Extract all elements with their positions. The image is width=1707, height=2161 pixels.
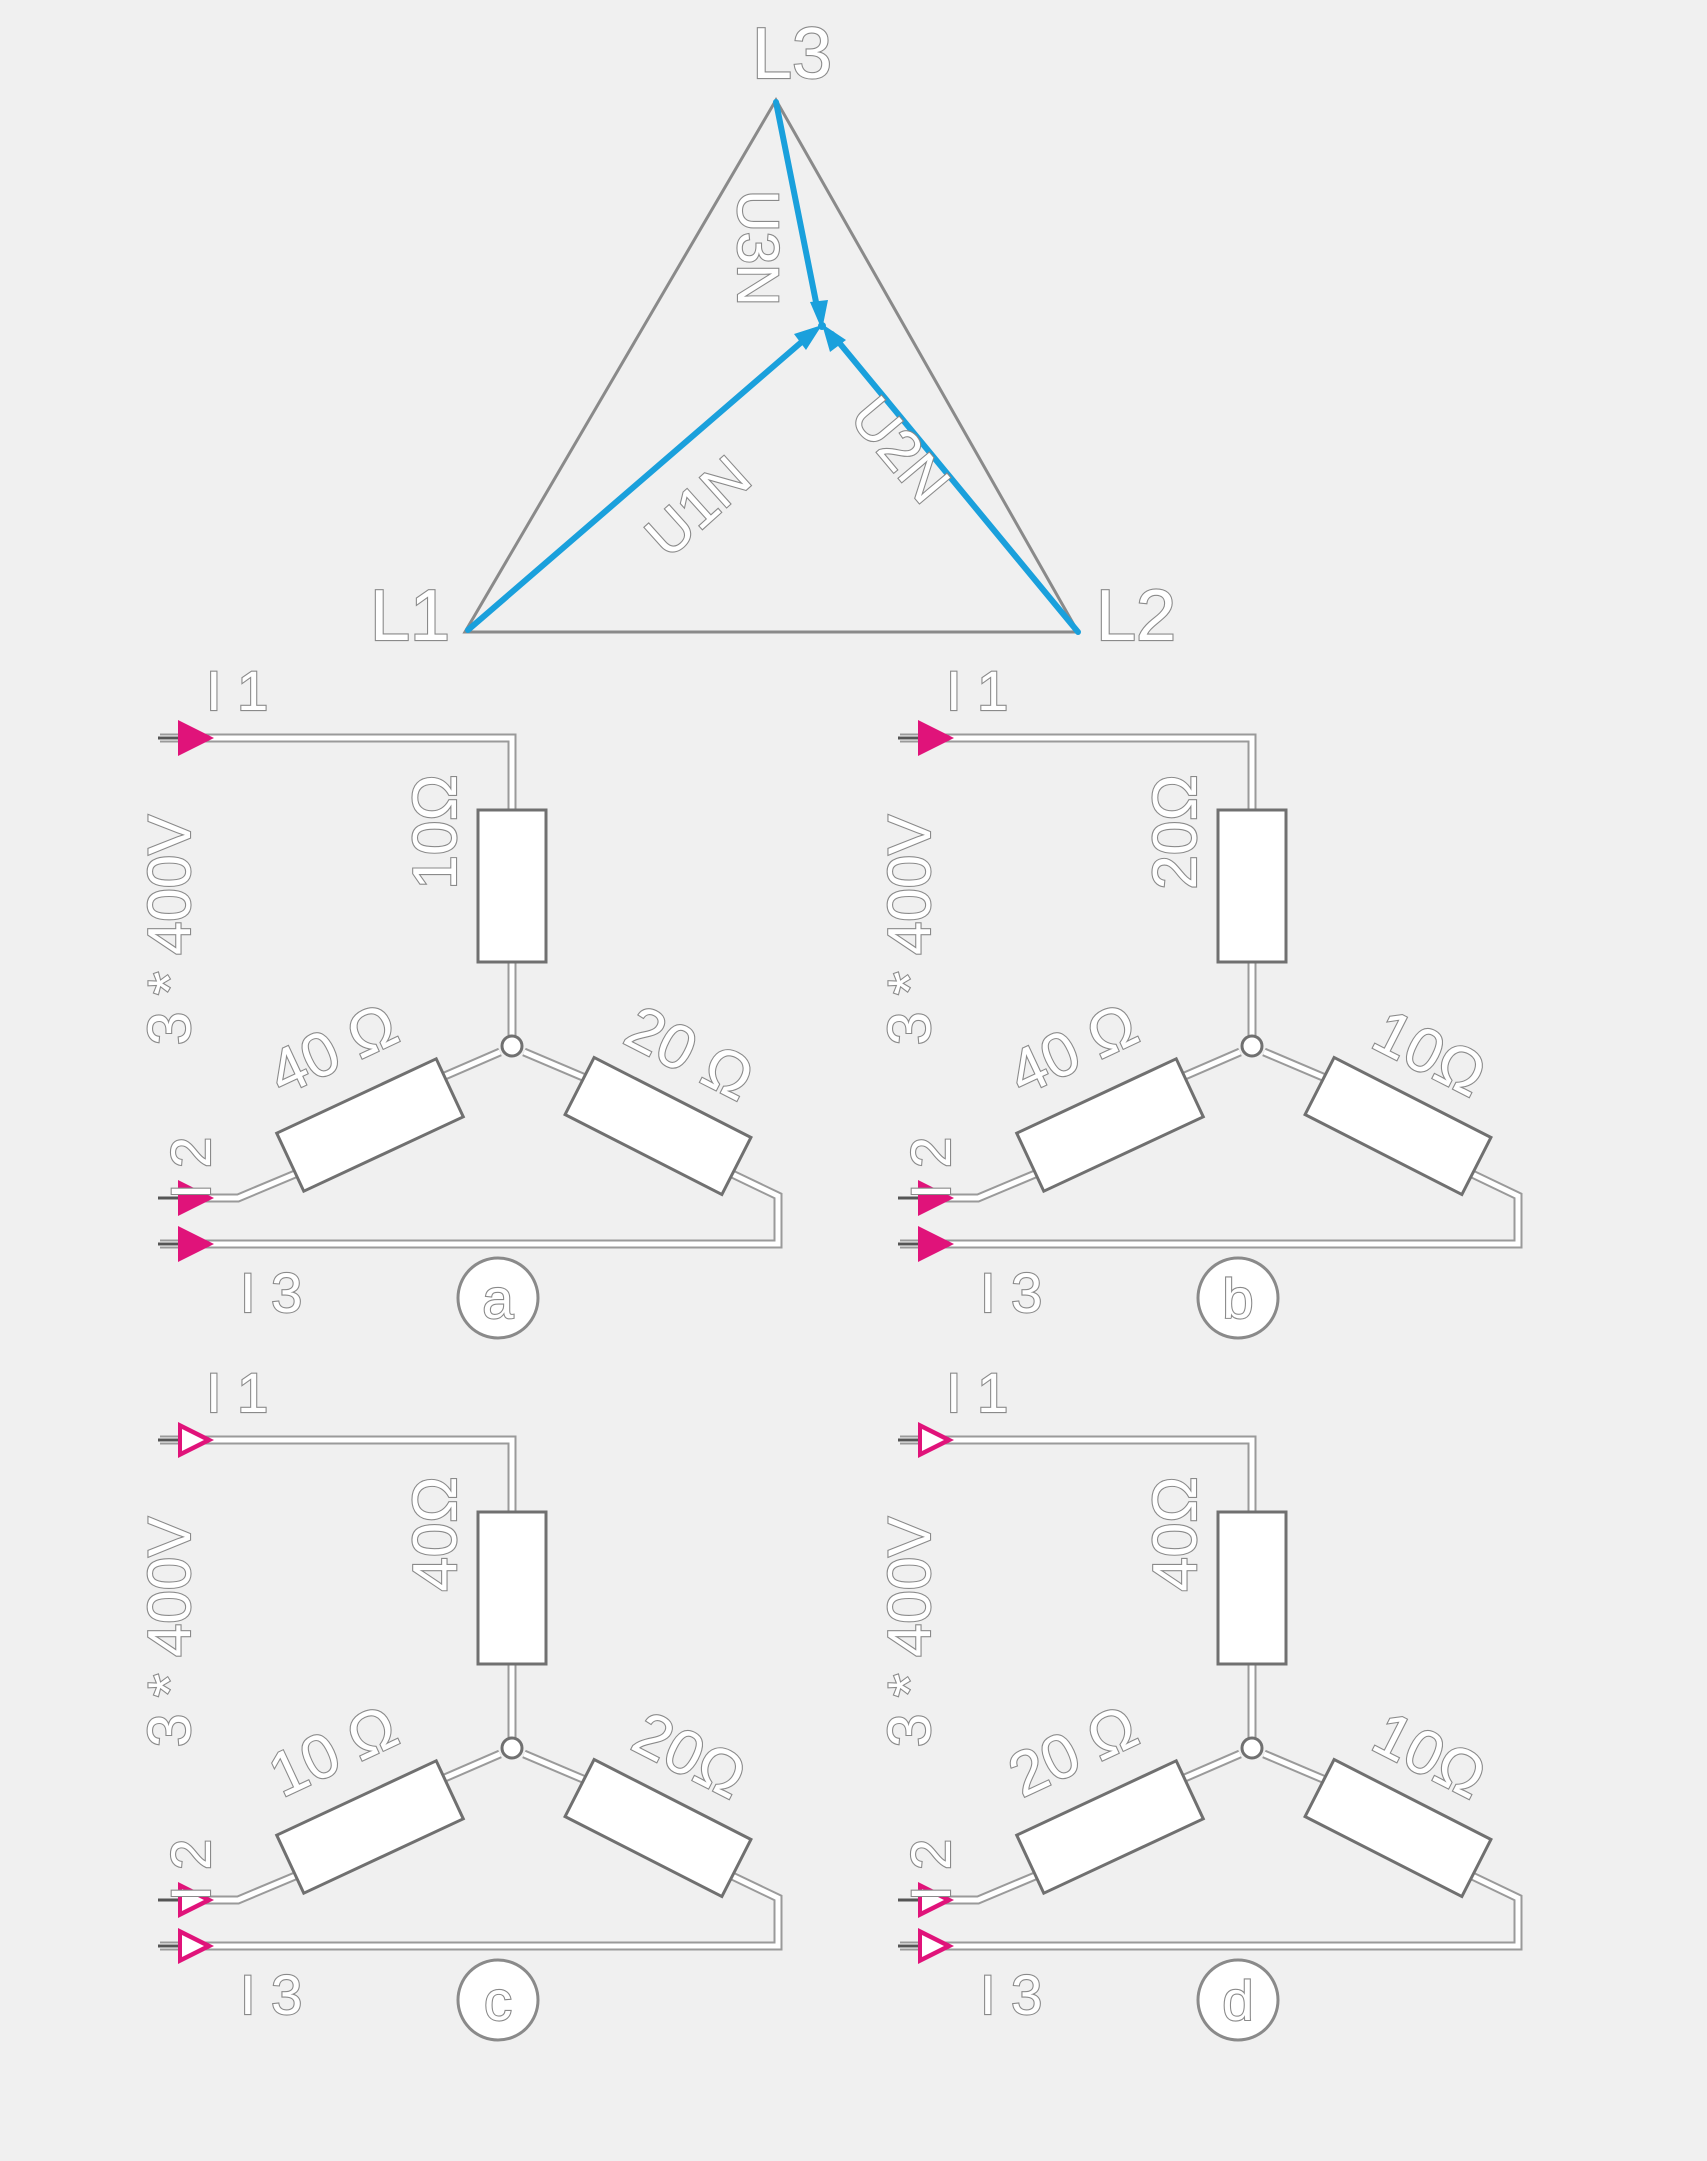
current-label-i3: I 3 xyxy=(980,1963,1042,2026)
label-l3: L3 xyxy=(752,14,832,94)
current-label-i3: I 3 xyxy=(980,1261,1042,1324)
wire-node-to-left xyxy=(1179,1049,1241,1081)
wire-node-to-right xyxy=(523,1751,591,1785)
current-arrow-i2-hollow-center xyxy=(922,1889,944,1911)
resistor-right xyxy=(1303,1757,1493,1899)
phasor-diagram: L3 L1 L2 U1N U2N U3N xyxy=(369,13,1177,657)
current-arrow-i1 xyxy=(918,720,954,756)
resistor-top-value: 20Ω xyxy=(1141,774,1210,889)
star-node xyxy=(1240,1034,1264,1058)
star-node xyxy=(500,1034,524,1058)
current-label-i3: I 3 xyxy=(240,1963,302,2026)
current-arrow-i3-hollow-center xyxy=(922,1935,944,1957)
current-label-i3: I 3 xyxy=(240,1261,302,1324)
current-arrow-i3 xyxy=(918,1226,954,1262)
current-label-i1: I 1 xyxy=(946,1361,1008,1424)
resistor-right xyxy=(563,1055,753,1197)
current-arrow-i1-hollow-center xyxy=(182,1429,204,1451)
resistor-right xyxy=(563,1757,753,1899)
resistor-left xyxy=(274,1758,466,1896)
wire-right-to-l3-edge xyxy=(900,1167,1523,1249)
supply-voltage-label: 3 * 400V xyxy=(876,815,943,1045)
resistor-top xyxy=(1216,808,1288,964)
wire-right-to-l3-edge xyxy=(160,1869,783,1951)
wire-right-to-l3 xyxy=(900,1169,1521,1247)
circuit-label-circle xyxy=(456,1256,540,1340)
current-arrow-i1-hollow-center xyxy=(922,1429,944,1451)
wire-node-to-left xyxy=(439,1751,501,1783)
label-l2: L2 xyxy=(1096,576,1176,656)
label-u2n: U2N xyxy=(838,385,962,516)
wire-l1-to-top xyxy=(900,735,1255,810)
resistor-left xyxy=(1014,1056,1206,1194)
resistor-left xyxy=(1014,1758,1206,1896)
label-l1: L1 xyxy=(370,576,450,656)
phasor-u3n-line xyxy=(773,99,821,315)
resistor-left xyxy=(274,1056,466,1194)
phasor-u1n-arrowhead xyxy=(794,325,822,350)
circuit-label: b xyxy=(1222,1267,1253,1330)
wire-right-to-l3-edge xyxy=(900,1869,1523,1951)
supply-voltage-label: 3 * 400V xyxy=(136,815,203,1045)
circuit-label-circle xyxy=(456,1958,540,2042)
resistor-top xyxy=(1216,1510,1288,1666)
current-label-i2: I 2 xyxy=(899,1137,962,1199)
circuit-label: d xyxy=(1222,1969,1253,2032)
resistor-top xyxy=(476,808,548,964)
star-node xyxy=(1240,1736,1264,1760)
current-arrow-i2 xyxy=(918,1180,954,1216)
current-label-i1: I 1 xyxy=(946,659,1008,722)
label-u1n: U1N xyxy=(633,444,763,570)
circuit-label: c xyxy=(484,1969,512,2032)
wire-node-to-right xyxy=(1263,1751,1331,1785)
phasor-u2n-arrowhead xyxy=(822,324,846,352)
current-arrow-i1 xyxy=(178,720,214,756)
wire-right-to-l3 xyxy=(900,1871,1521,1949)
current-label-i2: I 2 xyxy=(899,1839,962,1901)
label-u3n: U3N xyxy=(725,190,790,306)
current-label-i1: I 1 xyxy=(206,1361,268,1424)
neutral-point xyxy=(818,322,826,330)
wire-right-to-l3-edge xyxy=(160,1167,783,1249)
current-label-i2: I 2 xyxy=(159,1839,222,1901)
supply-voltage-label: 3 * 400V xyxy=(136,1517,203,1747)
current-arrow-i2-hollow-center xyxy=(182,1889,204,1911)
wire-node-to-right xyxy=(1263,1049,1331,1083)
wire-node-to-right xyxy=(523,1049,591,1083)
phase-triangle xyxy=(462,96,1081,634)
supply-voltage-label: 3 * 400V xyxy=(876,1517,943,1747)
current-arrow-i2 xyxy=(178,1180,214,1216)
current-label-i2: I 2 xyxy=(159,1137,222,1199)
resistor-top-value: 40Ω xyxy=(1141,1476,1210,1591)
phasor-u2n-line xyxy=(829,331,1081,635)
current-arrow-i3-hollow-center xyxy=(182,1935,204,1957)
resistor-right xyxy=(1303,1055,1493,1197)
resistor-top-value: 10Ω xyxy=(401,774,470,889)
wire-l1-to-top xyxy=(160,1437,515,1512)
current-label-i1: I 1 xyxy=(206,659,268,722)
star-node xyxy=(500,1736,524,1760)
wire-l1-to-top xyxy=(160,735,515,810)
circuit-label-circle xyxy=(1196,1256,1280,1340)
wire-l1-to-top xyxy=(900,1437,1255,1512)
resistor-top-value: 40Ω xyxy=(401,1476,470,1591)
wire-node-to-left xyxy=(1179,1751,1241,1783)
wire-node-to-left xyxy=(439,1049,501,1081)
phasor-u1n-line xyxy=(465,330,815,633)
resistor-top xyxy=(476,1510,548,1666)
wire-right-to-l3 xyxy=(160,1871,781,1949)
wire-right-to-l3 xyxy=(160,1169,781,1247)
current-arrow-i3 xyxy=(178,1226,214,1262)
circuit-label: a xyxy=(482,1267,514,1330)
circuit-label-circle xyxy=(1196,1958,1280,2042)
